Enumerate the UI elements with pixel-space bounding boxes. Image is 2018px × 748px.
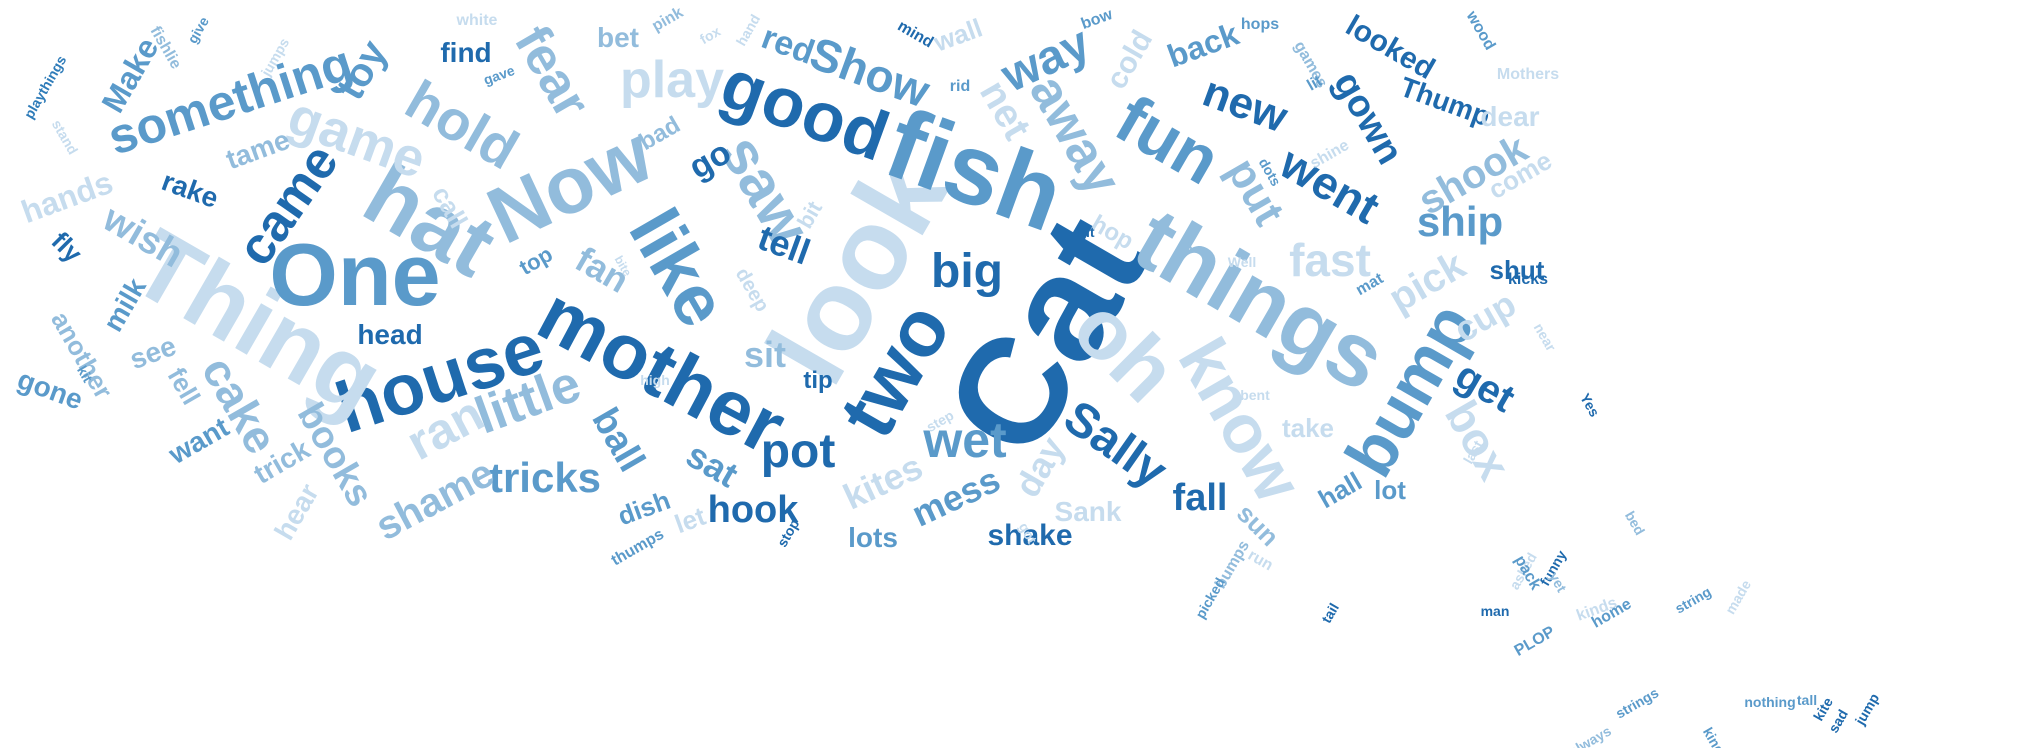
cloud-word: thumps (608, 525, 668, 570)
cloud-word: tricks (488, 454, 602, 501)
cloud-word: wood (1462, 8, 1499, 54)
cloud-word: shame (368, 450, 502, 550)
cloud-word: sit (743, 334, 787, 375)
cloud-word: hall (1313, 465, 1367, 515)
cloud-word: fear (503, 16, 601, 128)
cloud-word: shut (1489, 255, 1545, 285)
cloud-word: lot (1374, 475, 1406, 505)
cloud-word: made (1721, 577, 1755, 617)
cloud-word: hit (1077, 224, 1095, 240)
cloud-word: cold (1099, 24, 1160, 95)
cloud-word: Sally (1054, 390, 1177, 499)
cloud-word: high (640, 372, 670, 388)
cloud-word: kind (1699, 724, 1729, 748)
cloud-word: always (1566, 722, 1614, 748)
cloud-word: dear (1480, 101, 1540, 132)
cloud-word: strings (1612, 684, 1662, 722)
cloud-word: wet (923, 412, 1007, 468)
cloud-word: fast (1289, 234, 1371, 286)
cloud-word: yet (1546, 569, 1570, 595)
cloud-word: near (1530, 320, 1560, 354)
cloud-word: hops (1240, 16, 1280, 33)
cloud-word: ship (1416, 198, 1504, 245)
cloud-word: want (163, 411, 235, 470)
cloud-word: One (269, 225, 441, 324)
cloud-word: pink (649, 3, 687, 36)
cloud-word: hands (16, 163, 118, 231)
cloud-word: play (619, 51, 725, 109)
cloud-word: deep (730, 264, 774, 316)
cloud-word: bent (1240, 387, 1270, 403)
cloud-word: dish (613, 484, 675, 532)
cloud-word: tail (1318, 600, 1342, 626)
cloud-word: head (357, 319, 423, 350)
cloud-word: give (184, 13, 212, 47)
cloud-word: fox (696, 22, 724, 48)
cloud-word: string (1672, 583, 1714, 617)
cloud-word: fly (45, 225, 89, 269)
cloud-word: Sank (1054, 496, 1122, 527)
cloud-word: white (456, 12, 498, 29)
cloud-word: rid (949, 78, 971, 95)
cloud-word: let (670, 500, 710, 540)
cloud-word: lots (848, 522, 898, 553)
cloud-word: mind (894, 17, 937, 52)
cloud-word: kicks (1507, 271, 1549, 288)
cloud-word: Well (1227, 254, 1257, 270)
cloud-word: tip (803, 367, 833, 394)
cloud-word: jump (1851, 690, 1883, 728)
cloud-word: Mothers (1496, 66, 1560, 83)
cloud-word: stand (48, 116, 82, 158)
cloud-word: see (125, 329, 181, 376)
cloud-word: Thump (1396, 71, 1495, 133)
cloud-word: man (1480, 603, 1510, 619)
cloud-word: tall (1796, 692, 1818, 708)
cloud-word: hand (732, 11, 764, 49)
cloud-word: back (1162, 15, 1244, 75)
cloud-word: bow (1078, 6, 1115, 33)
cloud-word: fall (1172, 477, 1228, 519)
cloud-word: shake (987, 519, 1073, 552)
cloud-word: bet (597, 22, 639, 53)
cloud-word: nothing (1744, 694, 1796, 710)
cloud-word: rake (157, 165, 223, 214)
cloud-word: pot (760, 425, 836, 478)
cloud-word: bed (1621, 508, 1649, 538)
cloud-word: PLOP (1511, 623, 1558, 660)
cloud-word: hook (707, 489, 799, 531)
cloud-word: find (440, 37, 492, 68)
cloud-word: take (1281, 413, 1335, 443)
cloud-word: wall (929, 12, 987, 58)
cloud-word: hear (268, 478, 325, 546)
cloud-word: picked (1191, 574, 1229, 622)
cloud-word: playthings (20, 52, 70, 122)
cloud-word: big (931, 245, 1003, 298)
cloud-word: Yes (1577, 390, 1603, 420)
